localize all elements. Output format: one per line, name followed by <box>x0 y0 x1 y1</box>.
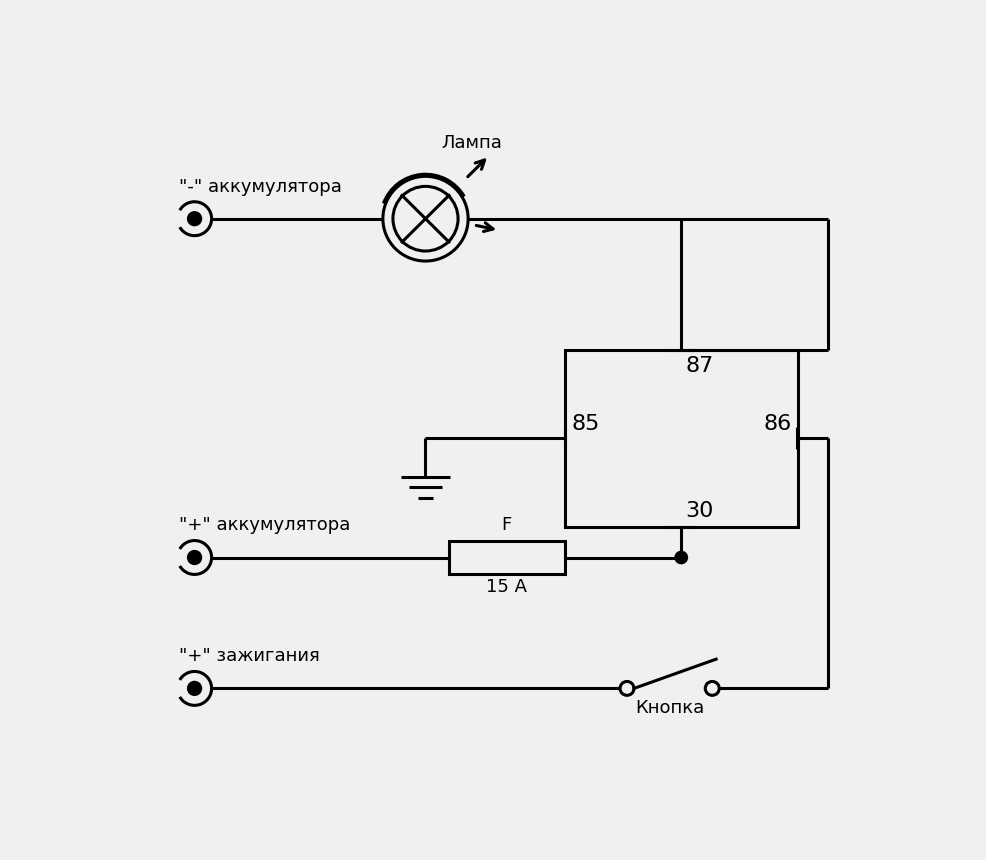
Text: 15 А: 15 А <box>486 578 528 596</box>
Text: 30: 30 <box>685 501 714 520</box>
Text: 86: 86 <box>763 415 792 434</box>
Text: F: F <box>502 516 512 534</box>
Circle shape <box>675 551 687 563</box>
Bar <box>565 350 798 526</box>
Text: "-" аккумулятора: "-" аккумулятора <box>179 178 342 195</box>
Circle shape <box>187 681 201 696</box>
Bar <box>449 541 565 574</box>
Text: "+" зажигания: "+" зажигания <box>179 648 319 666</box>
Circle shape <box>187 212 201 225</box>
Text: 87: 87 <box>685 356 714 376</box>
Text: 85: 85 <box>571 415 599 434</box>
Circle shape <box>187 550 201 564</box>
Text: Лампа: Лампа <box>441 134 502 152</box>
Text: Кнопка: Кнопка <box>635 699 704 717</box>
Text: "+" аккумулятора: "+" аккумулятора <box>179 516 350 534</box>
